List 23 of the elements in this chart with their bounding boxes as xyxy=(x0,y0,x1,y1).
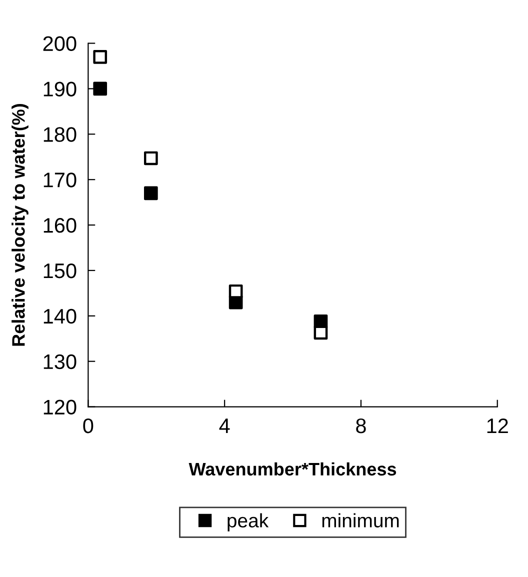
y-tick-label: 130 xyxy=(44,354,76,370)
x-tick-label: 4 xyxy=(219,418,230,433)
point xyxy=(144,151,158,166)
point xyxy=(144,186,158,200)
y-tick-label: 160 xyxy=(44,218,76,233)
point xyxy=(314,326,328,340)
legend-label: peak xyxy=(228,513,269,532)
y-tick-label: 180 xyxy=(44,127,76,142)
x-tick-label: 12 xyxy=(487,418,508,433)
legend-label: minimum xyxy=(322,513,399,528)
x-axis-title: Wavenumber*Thickness xyxy=(188,462,396,476)
y-axis-title: Relative velocity to water(%) xyxy=(12,104,28,346)
point xyxy=(93,50,108,64)
y-tick-label: 140 xyxy=(44,308,76,324)
y-tick-label: 150 xyxy=(44,263,76,278)
x-tick-label: 8 xyxy=(356,418,366,434)
y-tick-label: 200 xyxy=(43,36,76,52)
y-tick-label: 190 xyxy=(44,82,76,96)
y-tick-label: 120 xyxy=(44,400,76,415)
x-tick-label: 0 xyxy=(83,418,94,434)
point xyxy=(93,82,108,96)
point xyxy=(228,284,243,298)
y-tick-label: 170 xyxy=(44,172,76,188)
